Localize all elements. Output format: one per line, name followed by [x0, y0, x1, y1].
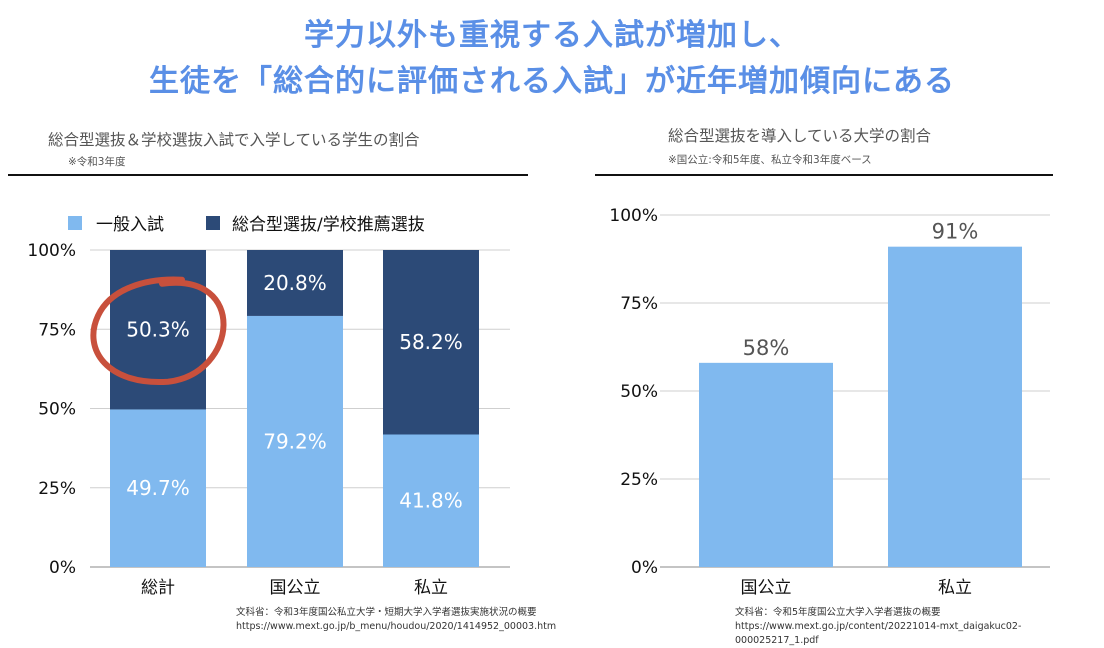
legend-label-general: 一般入試: [96, 215, 164, 235]
x-tick-label: 私立: [938, 578, 972, 598]
y-tick-label: 25%: [620, 470, 658, 490]
y-tick-label: 100%: [609, 206, 658, 226]
left-source-url: https://www.mext.go.jp/b_menu/houdou/202…: [236, 621, 557, 632]
bar: [699, 362, 833, 567]
bar-segment-general: [110, 409, 206, 567]
right-chart-rule: [595, 174, 1053, 176]
x-tick-label: 私立: [414, 578, 448, 598]
left-stacked-bar-chart: 一般入試 総合型選抜/学校推薦選抜 0% 25% 50% 75% 100% 49.7% 50.3…: [27, 215, 510, 598]
y-tick-label: 50%: [38, 400, 76, 420]
data-label: 20.8%: [263, 271, 327, 295]
data-label: 91%: [932, 220, 979, 244]
right-chart-title: 総合型選抜を導入している大学の割合: [668, 127, 932, 145]
right-source-line-1: 文科省：令和5年度国公立大学入学者選抜の概要: [735, 607, 941, 618]
y-tick-label: 0%: [631, 558, 658, 578]
headline-line-2: 生徒を「総合的に評価される入試」が近年増加傾向にある: [149, 64, 955, 99]
bar-segment-general: [383, 434, 479, 567]
right-chart-source: 文科省：令和5年度国公立大学入学者選抜の概要 https://www.mext.…: [735, 606, 1104, 648]
left-chart-rule: [8, 174, 528, 176]
bar-segment-general: [247, 315, 343, 567]
y-tick-label: 0%: [49, 558, 76, 578]
right-chart-note: ※国公立:令和5年度、私立令和3年度ベース: [668, 154, 872, 166]
left-chart-note: ※令和3年度: [68, 156, 126, 168]
y-tick-label: 50%: [620, 382, 658, 402]
left-source-line-1: 文科省：令和3年度国公私立大学・短期大学入学者選抜実施状況の概要: [236, 607, 537, 618]
right-bar-chart: 0% 25% 50% 75% 100% 58% 国公立 91% 私立: [609, 206, 1050, 598]
left-chart-source: 文科省：令和3年度国公私立大学・短期大学入学者選抜実施状況の概要 https:/…: [236, 606, 556, 634]
data-label: 41.8%: [399, 489, 463, 513]
bar-segment-comprehensive: [247, 250, 343, 316]
bar: [888, 246, 1022, 567]
y-tick-label: 100%: [27, 241, 76, 261]
legend-swatch-comprehensive: [206, 216, 220, 230]
data-label: 58.2%: [399, 330, 463, 354]
y-tick-label: 25%: [38, 479, 76, 499]
y-tick-label: 75%: [38, 320, 76, 340]
legend-swatch-general: [68, 216, 82, 230]
right-source-url: https://www.mext.go.jp/content/20221014-…: [735, 621, 1022, 646]
bar-segment-comprehensive: [383, 250, 479, 435]
left-chart-title: 総合型選抜＆学校選抜入試で入学している学生の割合: [48, 131, 420, 149]
data-label: 49.7%: [126, 476, 190, 500]
data-label: 79.2%: [263, 429, 327, 453]
x-tick-label: 国公立: [741, 578, 792, 598]
x-tick-label: 総計: [141, 578, 175, 598]
highlight-circle: [90, 276, 227, 385]
data-label: 50.3%: [126, 318, 190, 342]
data-label: 58%: [743, 336, 790, 360]
x-tick-label: 国公立: [270, 578, 321, 598]
y-tick-label: 75%: [620, 294, 658, 314]
legend-label-comprehensive: 総合型選抜/学校推薦選抜: [232, 215, 425, 235]
headline-line-1: 学力以外も重視する入試が増加し、: [304, 18, 800, 53]
